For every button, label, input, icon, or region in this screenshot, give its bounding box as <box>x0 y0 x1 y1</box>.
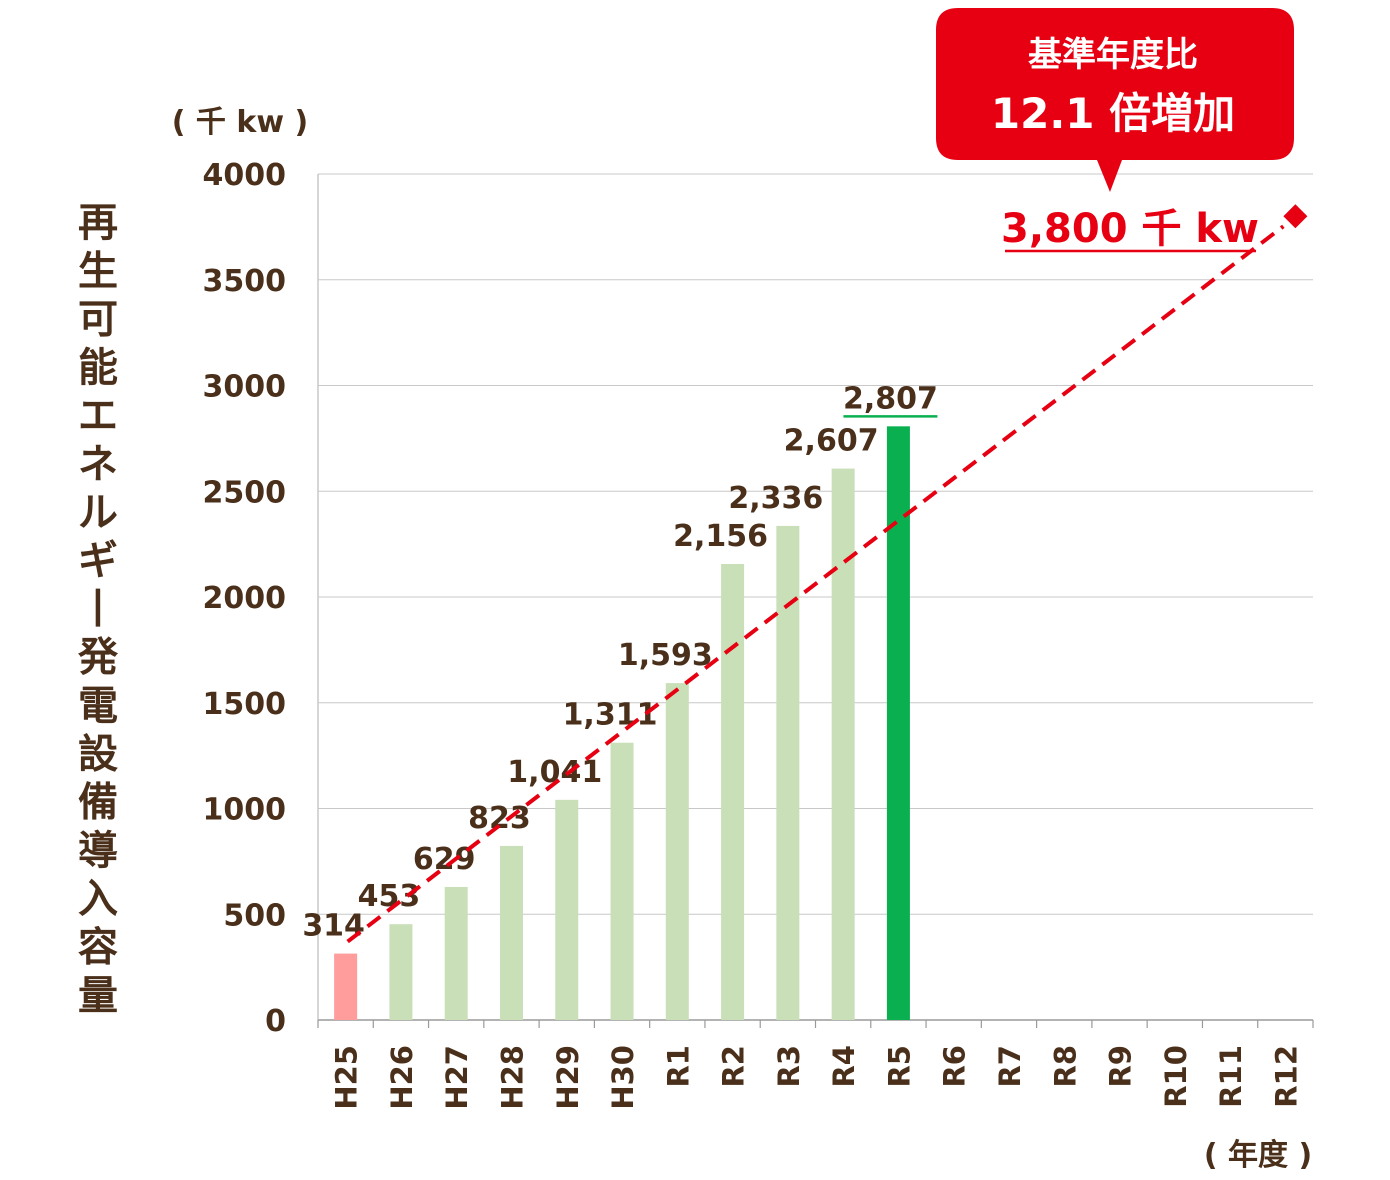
y-axis-title-char: 設 <box>78 731 118 777</box>
y-tick-label: 2000 <box>203 581 287 616</box>
x-tick-R6: R6 <box>938 1045 972 1088</box>
y-axis-title-char: 入 <box>78 876 118 922</box>
x-tick-H25: H25 <box>330 1045 364 1110</box>
x-tick-H28: H28 <box>495 1045 529 1110</box>
y-axis-title-char: ギ <box>78 538 118 584</box>
y-tick-label: 500 <box>223 898 286 933</box>
bar-R2 <box>721 564 745 1020</box>
x-tick-H26: H26 <box>385 1045 419 1110</box>
x-tick-labels: H25 H26 H27 H28 H29 H30 R1 R2 R3 R4 R5 R6 R7 R8 R9 R10 R… <box>330 1045 1304 1110</box>
bar-R3 <box>776 525 800 1020</box>
bar-R1 <box>665 683 689 1020</box>
data-label-R2: 2,156 <box>673 519 768 554</box>
x-tick-R5: R5 <box>882 1045 916 1088</box>
bar-R5 <box>886 426 910 1021</box>
data-label-R1: 1,593 <box>618 638 713 673</box>
bar-H29 <box>555 799 579 1020</box>
y-axis-title-char: エ <box>78 393 118 439</box>
callout-line2: 12.1 倍増加 <box>991 89 1235 138</box>
x-tick-R3: R3 <box>772 1045 806 1088</box>
target-marker <box>1283 204 1308 229</box>
x-tick-H27: H27 <box>440 1045 474 1110</box>
y-axis-title-char: 導 <box>78 828 118 874</box>
callout-bubble: 基準年度比 12.1 倍増加 <box>936 8 1294 192</box>
y-axis-title-char: 容 <box>78 925 118 971</box>
x-tick-R11: R11 <box>1214 1045 1248 1108</box>
y-unit-label: ( 千 kw ) <box>172 105 308 140</box>
y-axis-title-char: ネ <box>78 442 118 488</box>
y-axis-title: 再生可能エネルギ丨発電設備導入容量 <box>78 200 119 1019</box>
y-axis-title-char: 可 <box>78 297 118 343</box>
bar-H26 <box>389 924 413 1020</box>
bar-H25 <box>334 953 358 1020</box>
y-axis-title-char: 丨 <box>78 586 118 632</box>
x-tick-R4: R4 <box>827 1045 861 1088</box>
y-axis-title-char: 再 <box>78 200 118 246</box>
y-axis-title-char: ル <box>78 490 118 536</box>
x-tick-H29: H29 <box>551 1045 585 1110</box>
axes <box>317 174 1314 1028</box>
data-labels: 3144536298231,0411,3111,5932,1562,3362,6… <box>302 381 938 943</box>
data-label-R4: 2,607 <box>784 424 879 459</box>
target-label: 3,800 千 kw <box>1001 206 1259 252</box>
x-tick-R8: R8 <box>1048 1045 1082 1088</box>
data-label-H27: 629 <box>413 842 476 877</box>
y-axis-title-char: 備 <box>78 780 118 826</box>
x-tick-R12: R12 <box>1269 1045 1303 1108</box>
callout-line1: 基準年度比 <box>1028 35 1198 75</box>
y-axis-title-char: 能 <box>78 345 118 391</box>
data-label-R3: 2,336 <box>728 481 823 516</box>
y-axis-title-char: 生 <box>78 248 118 294</box>
x-tick-R2: R2 <box>717 1045 751 1088</box>
y-tick-label: 3000 <box>203 370 287 405</box>
bar-H27 <box>444 886 468 1020</box>
bar-R4 <box>831 468 855 1020</box>
bar-H28 <box>499 845 523 1020</box>
y-axis-title-char: 発 <box>78 635 119 681</box>
x-tick-R10: R10 <box>1159 1045 1193 1108</box>
y-tick-label: 2500 <box>203 475 287 510</box>
data-label-H28: 823 <box>468 801 531 836</box>
bars <box>334 426 910 1021</box>
y-tick-label: 1000 <box>203 793 287 828</box>
target-line <box>346 224 1285 944</box>
callout-shape <box>936 8 1294 192</box>
data-label-R5: 2,807 <box>843 381 938 416</box>
x-tick-R7: R7 <box>993 1045 1027 1088</box>
x-tick-H30: H30 <box>606 1045 640 1110</box>
target-line-group: 3,800 千 kw <box>346 204 1308 944</box>
bar-H30 <box>610 742 634 1020</box>
data-label-H25: 314 <box>302 909 365 944</box>
y-tick-label: 0 <box>265 1004 286 1039</box>
y-tick-label: 1500 <box>203 687 287 722</box>
y-axis-title-char: 量 <box>78 973 118 1019</box>
y-tick-labels: 4000 3500 3000 2500 2000 1500 1000 500 0 <box>203 158 287 1039</box>
x-tick-R9: R9 <box>1104 1045 1138 1088</box>
x-unit-label: ( 年度 ) <box>1204 1138 1312 1173</box>
y-tick-label: 3500 <box>203 264 287 299</box>
data-label-H30: 1,311 <box>563 698 658 733</box>
x-tick-R1: R1 <box>661 1045 695 1088</box>
y-axis-title-char: 電 <box>78 683 118 729</box>
y-tick-label: 4000 <box>203 158 287 193</box>
